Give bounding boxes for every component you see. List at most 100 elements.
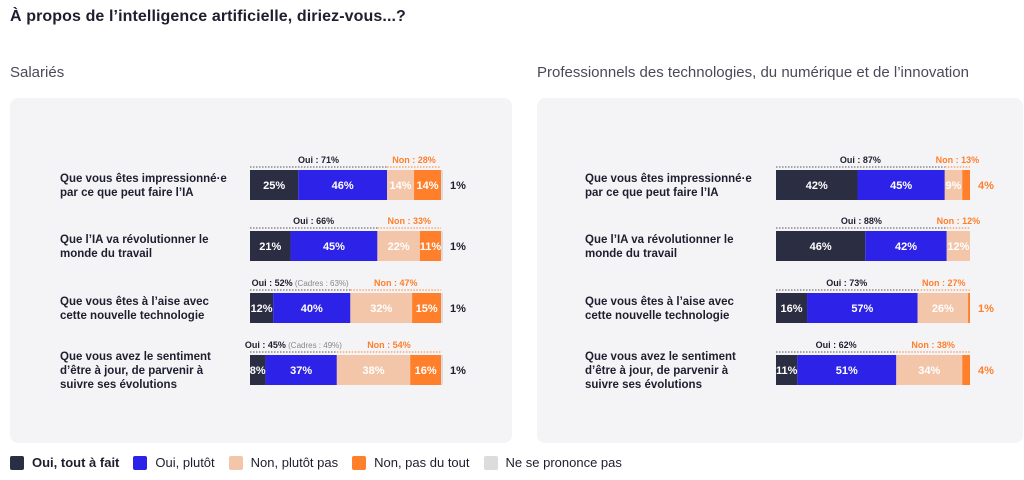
data-label: 21% — [259, 241, 281, 253]
data-label: 15% — [416, 303, 438, 315]
data-label: 57% — [851, 303, 873, 315]
data-label: 11% — [420, 241, 442, 253]
bar-segment-pas-du-tout — [962, 170, 970, 200]
panel-title-salaries: Salariés — [10, 64, 65, 81]
data-label: 8% — [250, 365, 266, 377]
legend-label-tout-a-fait: Oui, tout à fait — [32, 455, 120, 470]
oui-total-label: Oui : 87% — [840, 155, 881, 165]
bar-segment-plutot — [290, 231, 378, 261]
bar-segment-pas-du-tout — [410, 355, 442, 385]
category-label: cette nouvelle technologie — [585, 310, 729, 322]
data-label: 34% — [918, 365, 940, 377]
bar-segment-plutot-pas — [336, 355, 411, 385]
bar-segment-plutot — [797, 355, 897, 385]
data-label: 46% — [810, 241, 832, 253]
data-label: 46% — [332, 180, 354, 192]
legend-item-tout-a-fait: Oui, tout à fait — [10, 455, 119, 470]
non-total-label: Non : 27% — [922, 278, 966, 288]
legend: Oui, tout à fait Oui, plutôt Non, plutôt… — [10, 455, 636, 470]
category-label: Que l’IA va révolutionner le — [585, 234, 733, 246]
data-label: 14% — [417, 180, 439, 192]
bar-segment-plutot-pas — [377, 231, 420, 261]
bar-segment-plutot-pas — [350, 293, 413, 323]
category-label: Que vous avez le sentiment — [585, 351, 736, 363]
legend-item-nsp: Ne se prononce pas — [483, 455, 622, 470]
data-label: 45% — [323, 241, 345, 253]
category-label: Que vous avez le sentiment — [60, 351, 211, 363]
nsp-label: 1% — [450, 241, 466, 253]
legend-label-plutot: Oui, plutôt — [155, 455, 215, 470]
non-total-label: Non : 12% — [937, 216, 981, 226]
bar-segment-nsp — [441, 355, 443, 385]
data-label: 11% — [776, 365, 798, 377]
data-label: 42% — [806, 180, 828, 192]
bar-segment-tout-a-fait — [776, 293, 808, 323]
legend-label-pas-du-tout: Non, pas du tout — [374, 455, 470, 470]
bar-segment-tout-a-fait — [250, 231, 291, 261]
category-label: Que l’IA va révolutionner le — [60, 234, 208, 246]
legend-swatch-nsp — [483, 455, 498, 470]
bar-segment-tout-a-fait — [776, 355, 798, 385]
bar-segment-plutot-pas — [896, 355, 963, 385]
non-total-label: Non : 13% — [936, 155, 980, 165]
bar-segment-plutot — [807, 293, 918, 323]
bar-segment-pas-du-tout — [968, 293, 970, 323]
oui-total-label: Oui : 71% — [298, 155, 339, 165]
category-label: cette nouvelle technologie — [60, 310, 204, 322]
data-label: 14% — [390, 180, 412, 192]
non-total-label: Non : 47% — [374, 278, 418, 288]
category-label: Que vous êtes à l’aise avec — [585, 296, 735, 308]
bar-segment-tout-a-fait — [776, 231, 866, 261]
non-total-label: Non : 54% — [367, 340, 411, 350]
bar-segment-plutot-pas — [946, 231, 970, 261]
category-label: d’être à jour, de parvenir à — [585, 365, 729, 377]
category-label: monde du travail — [60, 248, 152, 260]
legend-item-plutot: Oui, plutôt — [133, 455, 215, 470]
data-label: 22% — [388, 241, 410, 253]
data-label: 12% — [947, 241, 969, 253]
legend-swatch-tout-a-fait — [10, 455, 24, 470]
bar-segment-plutot-pas — [944, 170, 963, 200]
bar-segment-pas-du-tout — [412, 293, 442, 323]
panel-professionnels-background — [537, 98, 1023, 443]
data-label: 12% — [251, 303, 273, 315]
category-label: par ce que peut faire l’IA — [60, 187, 194, 199]
oui-total-label: Oui : 88% — [841, 216, 882, 226]
pas-du-tout-outside-label: 4% — [978, 180, 994, 192]
page-title: À propos de l’intelligence artificielle,… — [10, 8, 406, 25]
data-label: 9% — [946, 180, 962, 192]
nsp-label: 1% — [450, 365, 466, 377]
bar-segment-plutot-pas — [387, 170, 415, 200]
category-label: Que vous êtes à l’aise avec — [60, 296, 210, 308]
category-label: suivre ses évolutions — [585, 379, 702, 391]
data-label: 25% — [263, 180, 285, 192]
data-label: 16% — [415, 365, 437, 377]
category-label: suivre ses évolutions — [60, 379, 177, 391]
non-total-label: Non : 33% — [387, 216, 431, 226]
bar-segment-tout-a-fait — [250, 355, 266, 385]
data-label: 16% — [781, 303, 803, 315]
pas-du-tout-outside-label: 4% — [978, 365, 994, 377]
chart-professionnels: Que vous êtes impressionné·e par ce que p… — [585, 155, 994, 391]
nsp-label: 1% — [450, 303, 466, 315]
bar-segment-plutot — [273, 293, 351, 323]
category-label: Que vous êtes impressionné·e — [585, 173, 752, 185]
bar-segment-plutot — [865, 231, 947, 261]
bar-segment-plutot — [298, 170, 388, 200]
oui-total-label: Oui : 62% — [816, 340, 857, 350]
non-total-label: Non : 38% — [911, 340, 955, 350]
non-total-label: Non : 28% — [392, 155, 436, 165]
bar-segment-plutot — [265, 355, 337, 385]
data-label: 42% — [895, 241, 917, 253]
nsp-label: 1% — [450, 180, 466, 192]
oui-total-label: Oui : 45% (Cadres : 49%) — [245, 340, 342, 350]
bar-segment-tout-a-fait — [250, 293, 274, 323]
legend-item-plutot-pas: Non, plutôt pas — [228, 455, 339, 470]
legend-item-pas-du-tout: Non, pas du tout — [352, 455, 470, 470]
legend-label-plutot-pas: Non, plutôt pas — [250, 455, 339, 470]
bar-segment-tout-a-fait — [776, 170, 858, 200]
oui-total-label: Oui : 73% — [826, 278, 867, 288]
oui-total-label: Oui : 52% (Cadres : 63%) — [252, 278, 349, 288]
category-label: monde du travail — [585, 248, 677, 260]
legend-swatch-plutot-pas — [228, 455, 243, 470]
